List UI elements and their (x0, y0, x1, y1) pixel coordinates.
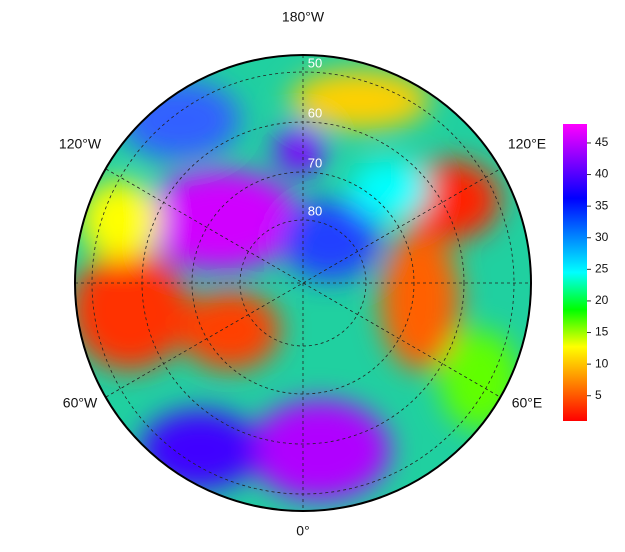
map-border (74, 54, 532, 512)
latitude-circle (191, 171, 415, 395)
colorbar-tick-label: 20 (595, 293, 609, 307)
graticule (75, 55, 531, 511)
colorbar-tick-label: 40 (595, 167, 609, 181)
map-field (75, 55, 531, 511)
longitude-label: 60°W (63, 395, 98, 411)
latitude-label: 50 (308, 55, 322, 70)
longitude-label: 60°E (512, 395, 543, 411)
longitude-labels: 180°W 120°E 60°E 0° 60°W 120°W (59, 9, 546, 539)
latitude-circle (239, 219, 367, 347)
colorbar-tick-label: 30 (595, 230, 609, 244)
longitude-label: 120°W (59, 136, 102, 152)
colorbar-tick-label: 45 (595, 135, 609, 149)
latitude-label: 60 (308, 105, 322, 120)
colorbar-tick-label: 10 (595, 356, 609, 370)
latitude-labels: 50 60 70 80 (308, 55, 322, 218)
latitude-circle (141, 121, 465, 445)
colorbar-tick-label: 35 (595, 198, 609, 212)
colorbar-tick-label: 15 (595, 325, 609, 339)
colorbar-scale (563, 124, 587, 421)
colorbar-tick-label: 25 (595, 262, 609, 276)
latitude-circle (91, 71, 515, 495)
colorbar: 5 10 15 20 25 30 35 40 45 (563, 124, 609, 421)
longitude-label: 0° (296, 523, 309, 539)
colorbar-tick-label: 5 (595, 388, 602, 402)
longitude-label: 180°W (282, 9, 325, 25)
latitude-label: 80 (308, 203, 322, 218)
longitude-label: 120°E (508, 136, 546, 152)
latitude-label: 70 (308, 155, 322, 170)
